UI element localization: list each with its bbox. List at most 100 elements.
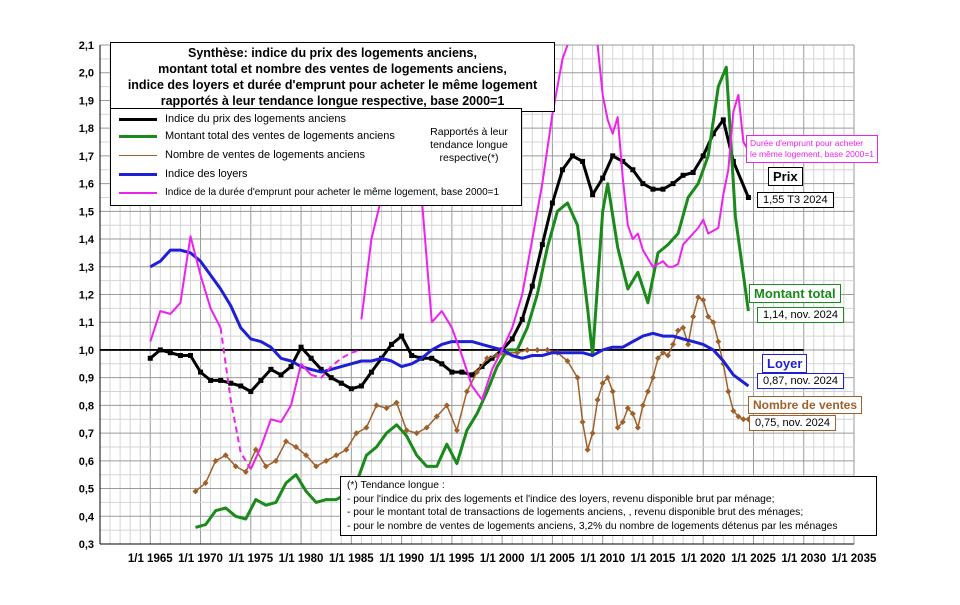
footnote: (*) Tendance longue : - pour l'indice du… — [340, 476, 877, 536]
series-point — [489, 355, 495, 361]
series-point — [695, 294, 702, 301]
title-line: rapportés à leur tendance longue respect… — [160, 94, 505, 108]
series-point — [409, 352, 415, 358]
title-line: montant total et nombre des ventes de lo… — [158, 62, 507, 76]
series-point — [630, 167, 636, 173]
legend-swatch — [119, 134, 157, 138]
legend-item-loyers: Indice des loyers — [119, 168, 248, 180]
series-point — [590, 192, 596, 198]
series-point — [368, 369, 374, 375]
legend-label: Indice des loyers — [165, 168, 248, 180]
y-tick-label: 1,1 — [79, 317, 94, 329]
series-point — [228, 380, 234, 386]
series-point — [389, 341, 395, 347]
series-point — [443, 402, 450, 409]
x-tick-label: 1/1 1980 — [279, 553, 324, 565]
y-tick-label: 2,1 — [79, 40, 94, 52]
series-point — [534, 346, 541, 353]
chart-legend: Indice du prix des logements anciens Mon… — [110, 108, 522, 206]
series-point — [599, 380, 606, 387]
legend-label: Indice du prix des logements anciens — [165, 113, 346, 125]
series-point — [463, 388, 470, 395]
legend-swatch — [119, 117, 157, 121]
series-line-segment — [249, 362, 312, 470]
series-point — [740, 416, 747, 423]
x-tick-label: 1/1 2010 — [580, 553, 625, 565]
series-point — [564, 358, 571, 365]
series-point — [272, 457, 279, 464]
y-tick-label: 1,3 — [79, 262, 94, 274]
series-point — [574, 374, 581, 381]
series-point — [559, 167, 565, 173]
y-tick-label: 0,3 — [79, 539, 94, 551]
x-tick-label: 1/1 2000 — [480, 553, 525, 565]
legend-label: Indice de la durée d'emprunt pour achete… — [165, 187, 500, 198]
series-point — [218, 377, 224, 383]
series-point — [589, 430, 596, 437]
footnote-line: - pour le montant total de transactions … — [347, 507, 804, 518]
y-tick-label: 1,2 — [79, 290, 94, 302]
annotation-montant-label: Montant total — [749, 284, 841, 303]
annotation-nombre-label: Nombre de ventes — [748, 396, 863, 414]
series-point — [328, 375, 334, 381]
y-tick-label: 1,5 — [79, 206, 94, 218]
series-point — [459, 369, 465, 375]
x-tick-label: 1/1 1975 — [228, 553, 273, 565]
series-point — [429, 355, 435, 361]
chart-axes: 0,3 0,4 0,5 0,6 0,7 0,8 0,9 1,0 1,1 1,2 1,3 1,4 1,5 1… — [79, 40, 877, 565]
series-point — [479, 364, 485, 370]
series-point — [353, 430, 360, 437]
series-point — [680, 324, 687, 331]
series-point — [439, 361, 445, 367]
series-point — [192, 488, 199, 495]
series-point — [252, 446, 259, 453]
series-point — [614, 424, 621, 431]
series-point — [650, 186, 656, 192]
series-point — [313, 463, 320, 470]
series-point — [529, 283, 535, 289]
title-line: Synthèse: indice du prix des logements a… — [188, 46, 477, 60]
series-point — [639, 402, 646, 409]
series-point — [690, 170, 696, 176]
series-point — [413, 430, 420, 437]
series-point — [544, 346, 551, 353]
series-point — [644, 388, 651, 395]
y-tick-label: 2,0 — [79, 68, 94, 80]
series-point — [323, 457, 330, 464]
series-point — [634, 424, 641, 431]
series-point — [258, 377, 264, 383]
series-point — [660, 186, 666, 192]
x-tick-label: 1/1 1970 — [178, 553, 223, 565]
y-tick-label: 0,6 — [79, 456, 94, 468]
series-point — [624, 405, 631, 412]
series-point — [222, 452, 229, 459]
series-point — [725, 388, 732, 395]
series-point — [157, 347, 163, 353]
series-point — [262, 463, 269, 470]
series-point — [584, 446, 591, 453]
y-tick-label: 0,5 — [79, 484, 94, 496]
annotation-prix-label: Prix — [768, 167, 803, 186]
series-line-segment — [310, 348, 362, 379]
series-point — [177, 352, 183, 358]
note-line: respective(*) — [439, 152, 499, 164]
note-line: Rapportés à leur — [430, 126, 508, 138]
series-point — [474, 369, 480, 376]
series-point — [640, 181, 646, 187]
series-point — [282, 438, 289, 445]
series-point — [278, 372, 284, 378]
annotation-duree: Durée d'emprunt pour acheter le même log… — [746, 135, 879, 163]
series-point — [393, 399, 400, 406]
series-point — [238, 383, 244, 389]
series-point — [303, 452, 310, 459]
series-indice-des-loyers — [149, 248, 750, 388]
series-point — [318, 366, 324, 372]
series-point — [242, 468, 249, 475]
x-tick-label: 1/1 1990 — [379, 553, 424, 565]
x-tick-label: 1/1 1995 — [429, 553, 474, 565]
series-point — [333, 452, 340, 459]
x-tick-label: 1/1 2005 — [530, 553, 575, 565]
series-point — [705, 313, 712, 320]
series-point — [293, 443, 300, 450]
